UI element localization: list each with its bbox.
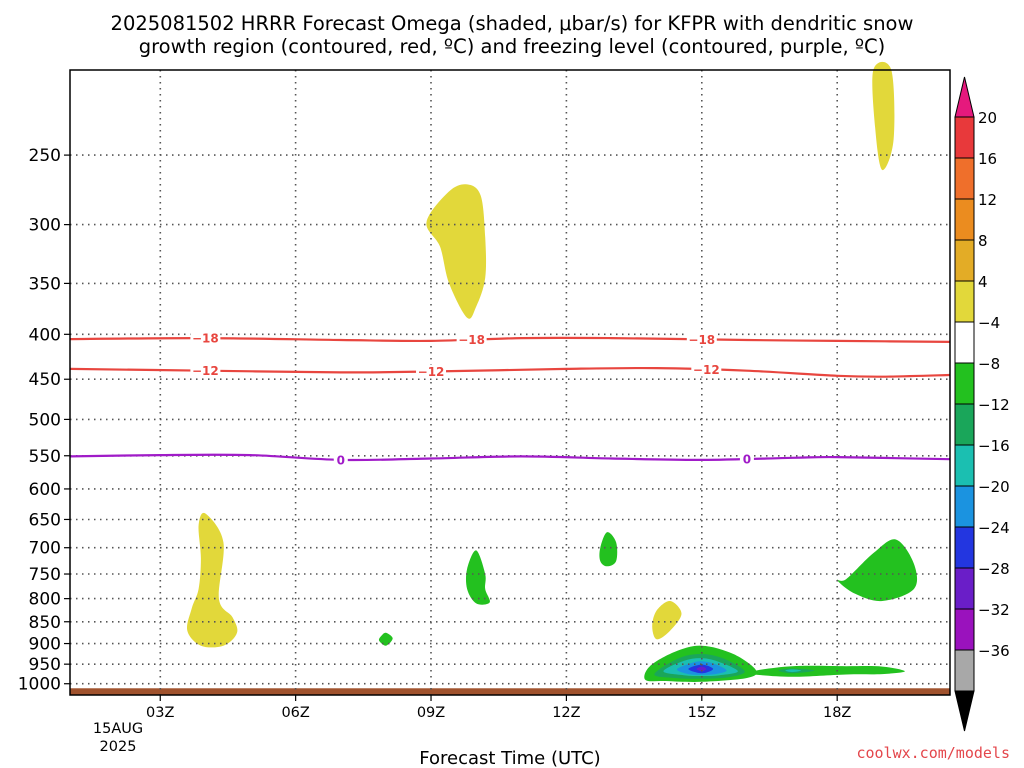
contour-label: −12 bbox=[192, 364, 219, 378]
omega-region bbox=[836, 539, 918, 602]
pressure-tick-label: 550 bbox=[29, 447, 61, 467]
contour-label-bg bbox=[739, 451, 754, 466]
contour-lines bbox=[69, 336, 951, 462]
time-tick-label: 09Z bbox=[417, 705, 445, 721]
omega-region bbox=[426, 184, 487, 319]
site-credit: coolwx.com/models bbox=[856, 744, 1010, 762]
chart-title-line-1: 2025081502 HRRR Forecast Omega (shaded, … bbox=[111, 12, 914, 35]
colorbar-swatch bbox=[954, 362, 975, 405]
colorbar-under-triangle bbox=[954, 690, 975, 732]
pressure-tick-label: 800 bbox=[29, 590, 61, 610]
colorbar-swatch bbox=[954, 198, 975, 241]
colorbar-tick-label: −8 bbox=[978, 355, 1000, 373]
plot-frame bbox=[69, 69, 951, 696]
contour-label: −18 bbox=[458, 333, 485, 347]
pressure-tick-label: 750 bbox=[29, 565, 61, 585]
colorbar-swatch bbox=[954, 116, 975, 159]
colorbar-tick-label: −16 bbox=[978, 437, 1010, 455]
colorbar-swatch bbox=[954, 567, 975, 610]
contour-label: −18 bbox=[192, 332, 219, 346]
colorbar-swatch bbox=[954, 157, 975, 200]
contour-labels: −18 −18 −18 −12 −12 −12 0 0 bbox=[190, 331, 754, 467]
contour-label-bg bbox=[190, 363, 221, 378]
colorbar-tick-label: 20 bbox=[978, 109, 997, 127]
pressure-tick-label: 600 bbox=[29, 480, 61, 500]
omega-region bbox=[599, 532, 618, 567]
colorbar-swatch bbox=[954, 239, 975, 282]
contour-line bbox=[69, 453, 951, 462]
contour-label: −12 bbox=[418, 365, 445, 379]
colorbar-tick-label: −36 bbox=[978, 642, 1010, 660]
omega-region bbox=[785, 669, 802, 673]
pressure-tick-label: 300 bbox=[29, 216, 61, 236]
colorbar-over-triangle bbox=[954, 76, 975, 118]
colorbar-swatch bbox=[954, 321, 975, 364]
colorbar-tick-label: −4 bbox=[978, 314, 1000, 332]
terrain-fill bbox=[70, 688, 950, 695]
pressure-tick-label: 850 bbox=[29, 613, 61, 633]
colorbar-tick-label: −24 bbox=[978, 519, 1010, 537]
colorbar-swatch bbox=[954, 444, 975, 487]
pressure-tick-label: 250 bbox=[29, 146, 61, 166]
pressure-tick-label: 950 bbox=[29, 655, 61, 675]
chart-title-line-2: growth region (contoured, red, ºC) and f… bbox=[139, 35, 886, 58]
contour-label-bg bbox=[333, 452, 348, 467]
pressure-tick-label: 500 bbox=[29, 410, 61, 430]
colorbar-swatch bbox=[954, 608, 975, 651]
contour-line bbox=[69, 366, 951, 378]
omega-region bbox=[186, 512, 238, 648]
pressure-tick-label: 400 bbox=[29, 325, 61, 345]
contour-label: 0 bbox=[337, 453, 345, 467]
time-tick-label: 03Z bbox=[146, 705, 174, 721]
omega-colorbar: 20 16 12 8 4 −4 −8 −12 −16 −20 −24 −28 −32 −36 bbox=[954, 76, 1010, 732]
colorbar-swatch bbox=[954, 485, 975, 528]
pressure-axis: 2503003504004505005506006507007508008509… bbox=[18, 146, 70, 695]
time-tick-label: 06Z bbox=[281, 705, 309, 721]
pressure-tick-label: 900 bbox=[29, 635, 61, 655]
contour-label-bg bbox=[190, 331, 221, 346]
time-axis: 03Z 06Z 09Z 12Z 15Z 18Z bbox=[146, 695, 851, 721]
contour-label-bg bbox=[691, 362, 722, 377]
colorbar-swatch bbox=[954, 280, 975, 323]
colorbar-tick-label: 16 bbox=[978, 150, 997, 168]
pressure-tick-label: 700 bbox=[29, 539, 61, 559]
date-label-day: 15AUG bbox=[93, 721, 143, 737]
colorbar-swatch bbox=[954, 649, 975, 692]
colorbar-tick-label: −20 bbox=[978, 478, 1010, 496]
time-tick-label: 18Z bbox=[823, 705, 851, 721]
colorbar-tick-label: −32 bbox=[978, 601, 1010, 619]
x-axis-label: Forecast Time (UTC) bbox=[419, 748, 600, 768]
contour-label-bg bbox=[456, 332, 487, 347]
time-tick-label: 15Z bbox=[688, 705, 716, 721]
colorbar-tick-label: 4 bbox=[978, 273, 988, 291]
colorbar-swatch bbox=[954, 403, 975, 446]
colorbar-tick-label: −12 bbox=[978, 396, 1010, 414]
pressure-tick-label: 650 bbox=[29, 510, 61, 530]
contour-label-bg bbox=[416, 364, 447, 379]
colorbar-tick-label: 8 bbox=[978, 232, 988, 250]
omega-region bbox=[465, 550, 490, 605]
contour-label: −12 bbox=[693, 363, 720, 377]
date-label-year: 2025 bbox=[100, 739, 137, 755]
terrain-layer bbox=[70, 688, 950, 695]
colorbar-swatch bbox=[954, 526, 975, 569]
omega-region bbox=[872, 61, 895, 171]
omega-region bbox=[652, 600, 682, 640]
colorbar-tick-label: −28 bbox=[978, 560, 1010, 578]
pressure-tick-label: 450 bbox=[29, 370, 61, 390]
omega-region bbox=[746, 665, 905, 677]
pressure-tick-label: 350 bbox=[29, 274, 61, 294]
colorbar-tick-label: 12 bbox=[978, 191, 997, 209]
pressure-tick-label: 1000 bbox=[18, 675, 61, 695]
omega-region bbox=[378, 632, 393, 646]
contour-label-bg bbox=[686, 332, 717, 347]
grid-lines bbox=[70, 70, 950, 695]
contour-line bbox=[69, 336, 951, 343]
time-tick-label: 12Z bbox=[552, 705, 580, 721]
contour-label: 0 bbox=[743, 452, 751, 466]
contour-label: −18 bbox=[688, 333, 715, 347]
omega-region bbox=[696, 666, 707, 672]
